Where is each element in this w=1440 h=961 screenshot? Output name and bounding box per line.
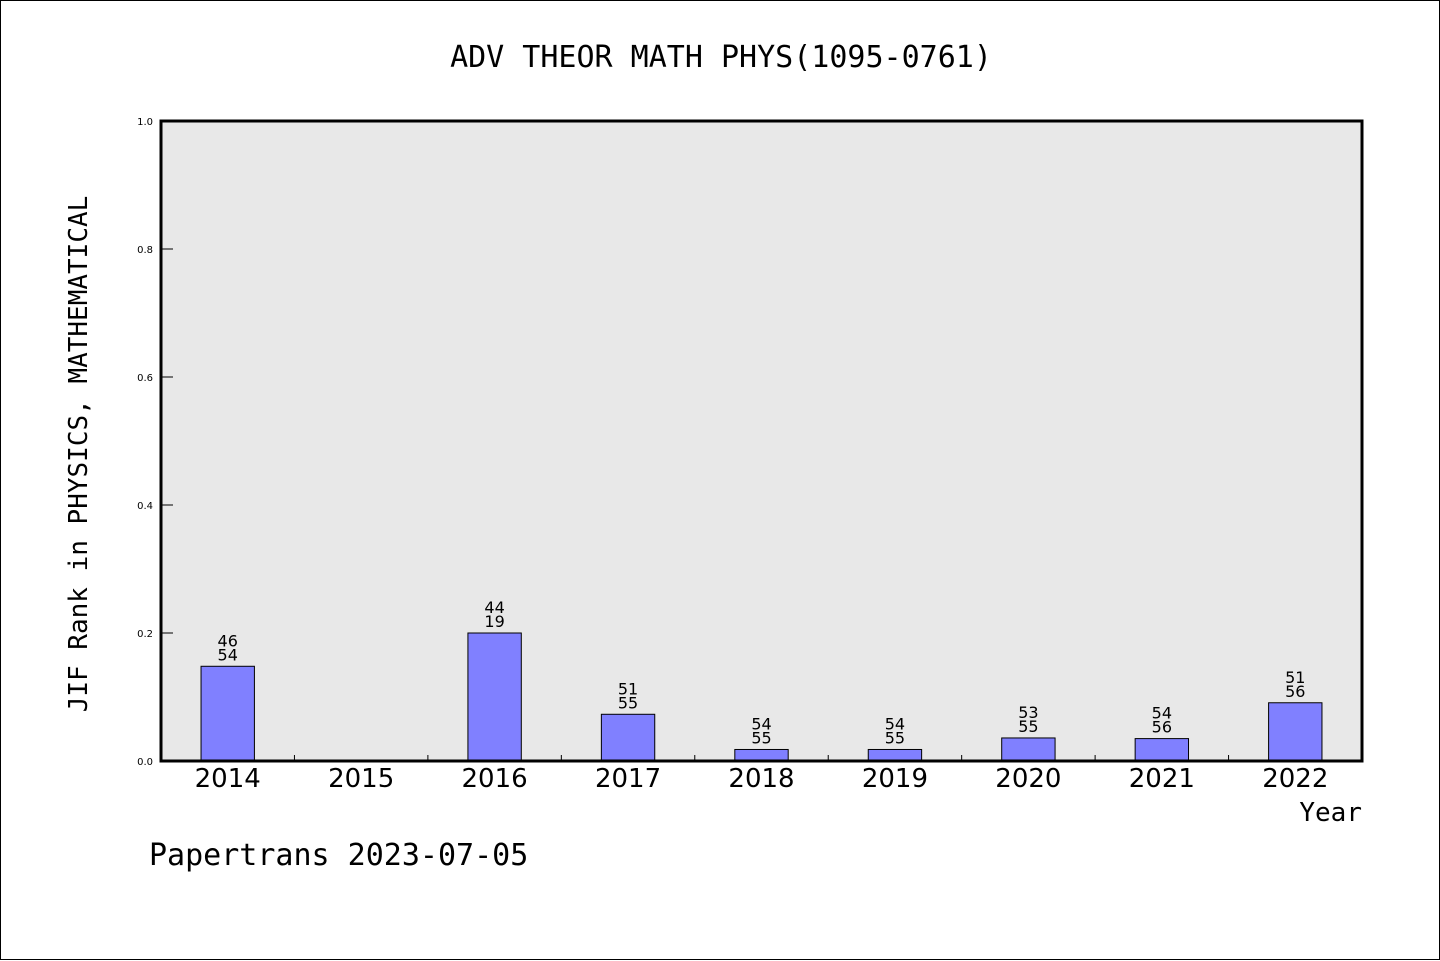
x-tick-label: 2016	[462, 764, 528, 794]
bar-label-top: 54	[885, 714, 905, 733]
y-tick-label: 0.8	[137, 245, 153, 256]
x-tick-label: 2017	[595, 764, 661, 794]
bar	[1134, 738, 1190, 762]
bar-label-top: 54	[1152, 704, 1172, 723]
bar-label-bottom: 55	[1018, 717, 1038, 736]
y-tick-label: 0.4	[137, 501, 153, 512]
bar-label-top: 53	[1018, 703, 1038, 722]
bar	[1268, 702, 1323, 762]
bar	[867, 748, 923, 762]
y-tick-label: 0.2	[137, 629, 153, 640]
bar	[200, 665, 255, 762]
bar-label-top: 51	[618, 679, 638, 698]
x-tick-label: 2018	[728, 764, 794, 794]
bar-label-bottom: 19	[484, 612, 504, 631]
y-axis-ticks: 0.0 0.2 0.4 0.6 0.8 1.0	[137, 117, 173, 768]
x-tick-label: 2014	[195, 764, 261, 794]
y-axis-label: JIF Rank in PHYSICS, MATHEMATICAL	[64, 196, 94, 713]
bar-label-bottom: 56	[1152, 718, 1172, 737]
bar	[1001, 737, 1056, 762]
x-axis-label: Year	[1299, 798, 1362, 828]
bar-label-top: 51	[1285, 668, 1305, 687]
chart-title: ADV THEOR MATH PHYS(1095-0761)	[450, 40, 992, 75]
bar-label-bottom: 54	[218, 645, 238, 664]
y-tick-label: 0.0	[137, 757, 153, 768]
bar	[734, 748, 789, 762]
x-tick-label: 2020	[995, 764, 1061, 794]
bar-series	[200, 632, 1323, 762]
x-axis-ticks: 2014 2015 2016 2017 2018 2019 2020 2021 2022	[195, 755, 1328, 794]
bar	[600, 713, 656, 762]
x-tick-label: 2019	[862, 764, 928, 794]
bar-label-top: 44	[484, 598, 504, 617]
bar-label-top: 54	[751, 714, 771, 733]
bar-label-top: 46	[218, 631, 238, 650]
x-tick-label: 2021	[1129, 764, 1195, 794]
x-tick-label: 2015	[328, 764, 394, 794]
x-tick-label: 2022	[1262, 764, 1328, 794]
bar	[467, 632, 522, 762]
bar-label-bottom: 56	[1285, 682, 1305, 701]
bar-label-bottom: 55	[751, 728, 771, 747]
bar-label-bottom: 55	[885, 728, 905, 747]
bar-label-bottom: 55	[618, 693, 638, 712]
y-tick-label: 1.0	[137, 117, 153, 128]
y-tick-label: 0.6	[137, 373, 153, 384]
plot-frame	[159, 119, 1364, 763]
footer-source-date: Papertrans 2023-07-05	[149, 838, 528, 873]
plot-area	[161, 121, 1362, 761]
